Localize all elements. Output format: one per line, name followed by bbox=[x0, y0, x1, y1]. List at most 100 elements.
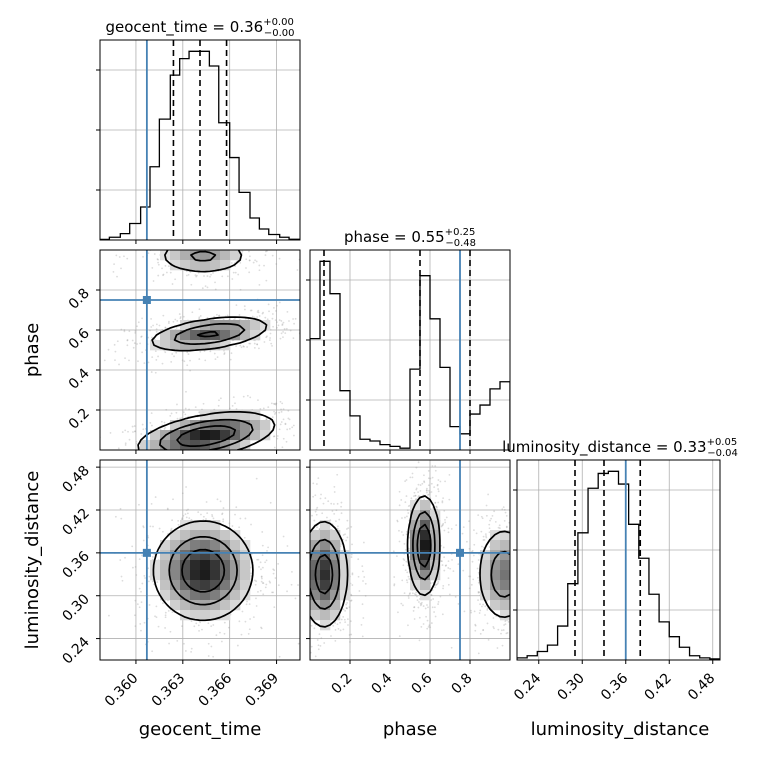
sample-point bbox=[193, 454, 195, 456]
sample-point bbox=[349, 641, 351, 643]
sample-point bbox=[229, 358, 232, 361]
sample-point bbox=[312, 482, 315, 485]
sample-point bbox=[417, 606, 420, 609]
sample-point bbox=[402, 604, 404, 607]
sample-point bbox=[511, 586, 513, 588]
sample-point bbox=[306, 592, 308, 594]
sample-point bbox=[238, 620, 241, 623]
sample-point bbox=[123, 329, 126, 331]
sample-point bbox=[151, 356, 154, 359]
sample-point bbox=[165, 408, 168, 411]
density-cell bbox=[170, 560, 181, 571]
sample-point bbox=[198, 455, 200, 457]
sample-point bbox=[141, 582, 144, 585]
title-prefix: geocent_time = bbox=[105, 18, 229, 37]
sample-point bbox=[408, 578, 411, 580]
sample-point bbox=[486, 599, 488, 602]
sample-point bbox=[207, 642, 210, 645]
density-cell bbox=[230, 440, 241, 450]
sample-point bbox=[158, 527, 161, 530]
sample-point bbox=[269, 337, 271, 339]
sample-point bbox=[195, 622, 198, 625]
sample-point bbox=[282, 331, 284, 333]
sample-point bbox=[142, 525, 145, 528]
sample-point bbox=[212, 655, 215, 658]
sample-point bbox=[179, 417, 182, 420]
sample-point bbox=[500, 629, 503, 632]
sample-point bbox=[477, 514, 480, 517]
sample-point bbox=[441, 613, 444, 616]
sample-point bbox=[257, 558, 260, 561]
sample-point bbox=[361, 635, 364, 638]
sample-point bbox=[272, 307, 275, 309]
sample-point bbox=[124, 556, 126, 559]
sample-point bbox=[253, 316, 256, 319]
sample-point bbox=[211, 515, 214, 518]
sample-point bbox=[155, 323, 158, 326]
density-cell bbox=[210, 580, 221, 591]
density-cell bbox=[210, 320, 221, 331]
sample-point bbox=[154, 462, 156, 464]
sample-point bbox=[421, 482, 424, 485]
sample-point bbox=[290, 607, 292, 609]
sample-point bbox=[186, 451, 188, 453]
sample-point bbox=[513, 557, 515, 559]
sample-point bbox=[297, 636, 299, 638]
sample-point bbox=[135, 440, 138, 443]
density-cell bbox=[160, 540, 171, 551]
sample-point bbox=[452, 570, 455, 573]
sample-point bbox=[198, 411, 201, 414]
sample-point bbox=[218, 314, 220, 317]
sample-point bbox=[187, 476, 189, 478]
sample-point bbox=[214, 358, 217, 361]
sample-point bbox=[263, 341, 266, 343]
sample-point bbox=[169, 630, 172, 633]
sample-point bbox=[477, 581, 480, 584]
sample-point bbox=[407, 575, 410, 578]
sample-point bbox=[500, 632, 502, 635]
sample-point bbox=[301, 516, 303, 518]
sample-point bbox=[211, 455, 213, 457]
y-tick-label: 0.30 bbox=[59, 591, 92, 624]
sample-point bbox=[393, 584, 396, 587]
sample-point bbox=[521, 576, 523, 578]
x-tick-label: 0.6 bbox=[409, 670, 436, 697]
density-cell bbox=[220, 580, 231, 591]
sample-point bbox=[306, 582, 308, 584]
sample-point bbox=[181, 517, 184, 520]
x-tick-label: 0.24 bbox=[511, 670, 544, 703]
sample-point bbox=[188, 218, 190, 220]
sample-point bbox=[265, 417, 268, 420]
density-cell bbox=[220, 260, 231, 271]
sample-point bbox=[435, 506, 438, 509]
sample-point bbox=[185, 270, 188, 273]
sample-point bbox=[306, 565, 308, 567]
density-cell bbox=[230, 550, 241, 561]
sample-point bbox=[166, 507, 169, 510]
panel-frame bbox=[99, 39, 301, 241]
sample-point bbox=[162, 274, 164, 277]
sample-point bbox=[184, 413, 187, 416]
sample-point bbox=[150, 318, 153, 320]
density-cell bbox=[320, 610, 331, 621]
sample-point bbox=[293, 612, 295, 614]
density-cell bbox=[180, 570, 191, 581]
sample-point bbox=[256, 343, 259, 346]
density-cell bbox=[220, 340, 231, 351]
sample-point bbox=[297, 550, 299, 552]
sample-point bbox=[212, 624, 215, 626]
sample-point bbox=[315, 513, 318, 516]
sample-point bbox=[263, 264, 265, 267]
sample-point bbox=[230, 352, 233, 355]
sample-point bbox=[277, 606, 279, 608]
sample-point bbox=[419, 602, 422, 605]
sample-point bbox=[410, 497, 413, 500]
sample-point bbox=[189, 359, 191, 362]
sample-point bbox=[402, 558, 405, 560]
sample-point bbox=[437, 479, 440, 481]
density-cell bbox=[160, 330, 171, 341]
sample-point bbox=[194, 242, 196, 244]
sample-point bbox=[273, 402, 275, 405]
density-cell bbox=[230, 420, 241, 431]
sample-point bbox=[282, 437, 285, 440]
